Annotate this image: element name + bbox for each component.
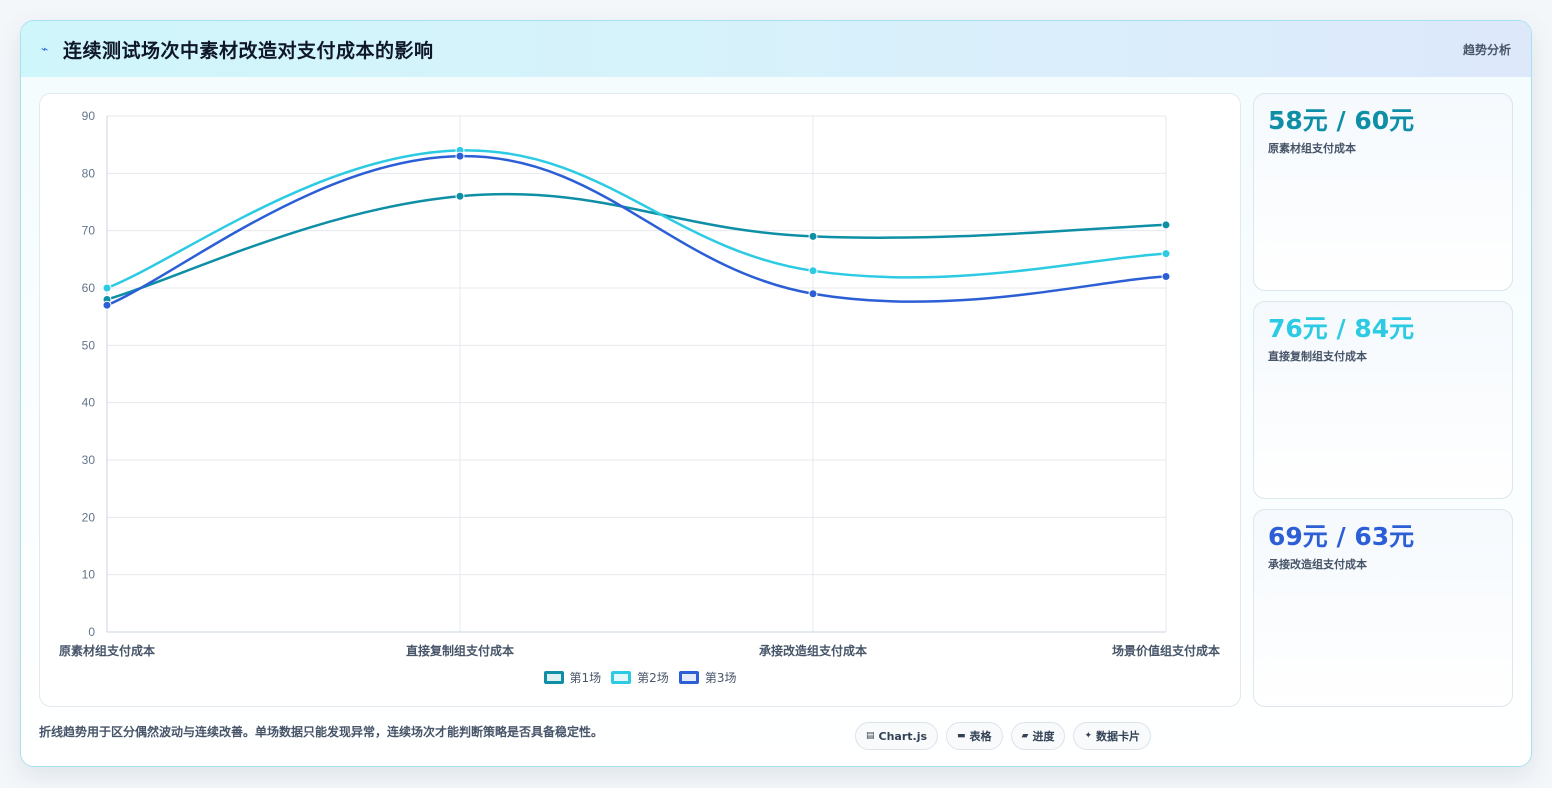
legend-item[interactable]: 第1场 — [543, 669, 602, 686]
chip-label: Chart.js — [878, 729, 928, 743]
stat-card-copy: 76元 / 84元 直接复制组支付成本 — [1253, 301, 1513, 499]
card-header: ⌁ 连续测试场次中素材改造对支付成本的影响 趋势分析 — [21, 21, 1531, 77]
chip-group: ▤ Chart.js ▬ 表格 ▰ 进度 ✦ 数据卡片 — [855, 722, 1152, 750]
chip-progress[interactable]: ▰ 进度 — [1010, 722, 1066, 750]
line-chart: 0 10 20 30 40 50 60 70 80 90 原素材组支付成本 直接复制组支付成本 承接改造… — [59, 109, 1220, 658]
x-tick-label: 场景价值组支付成本 — [1112, 643, 1220, 658]
legend-item[interactable]: 第2场 — [611, 669, 669, 686]
y-tick-label: 0 — [88, 625, 95, 639]
stat-value: 76元 / 84元 — [1268, 314, 1415, 343]
data-point — [808, 289, 818, 299]
chip-label: 表格 — [969, 730, 992, 743]
table-icon: ▬ — [957, 731, 966, 741]
data-point — [455, 151, 465, 161]
sparkle-icon: ✦ — [1084, 731, 1093, 741]
data-point — [1161, 220, 1171, 230]
series-line — [106, 192, 1167, 301]
y-tick-label: 70 — [82, 224, 96, 238]
x-tick-label: 直接复制组支付成本 — [406, 643, 514, 658]
stat-card-original: 58元 / 60元 原素材组支付成本 — [1253, 93, 1513, 291]
x-tick-label: 承接改造组支付成本 — [759, 643, 867, 658]
legend-label: 第2场 — [637, 671, 669, 685]
stat-label: 直接复制组支付成本 — [1268, 350, 1367, 363]
y-tick-label: 50 — [82, 338, 96, 352]
chip-table[interactable]: ▬ 表格 — [946, 722, 1003, 750]
header-tag: 趋势分析 — [1462, 42, 1511, 57]
legend-label: 第3场 — [704, 671, 737, 685]
legend-label: 第1场 — [569, 671, 602, 685]
data-point — [102, 300, 112, 310]
data-point — [102, 283, 112, 293]
legend-item[interactable]: 第3场 — [678, 669, 737, 686]
chart-legend: 第1场 第2场 第3场 — [40, 669, 1240, 686]
y-tick-label: 20 — [82, 510, 96, 524]
y-tick-label: 90 — [82, 109, 96, 123]
x-tick-label: 原素材组支付成本 — [59, 643, 155, 658]
chip-chartjs[interactable]: ▤ Chart.js — [855, 722, 939, 750]
legend-swatch — [543, 671, 564, 684]
dashboard-card: ⌁ 连续测试场次中素材改造对支付成本的影响 趋势分析 0 10 20 30 40 50 60… — [20, 20, 1532, 767]
page-title: 连续测试场次中素材改造对支付成本的影响 — [63, 39, 434, 62]
chart-icon: ▤ — [866, 731, 875, 741]
y-tick-label: 40 — [82, 396, 96, 410]
data-point — [808, 231, 818, 241]
y-tick-label: 10 — [82, 568, 96, 582]
legend-swatch — [678, 671, 699, 684]
stat-value: 58元 / 60元 — [1268, 106, 1415, 135]
stat-card-adapted: 69元 / 63元 承接改造组支付成本 — [1253, 509, 1513, 707]
y-tick-label: 60 — [82, 281, 96, 295]
series-line — [106, 154, 1167, 307]
chip-datacard[interactable]: ✦ 数据卡片 — [1073, 722, 1152, 750]
series-line — [106, 149, 1167, 290]
stat-value: 69元 / 63元 — [1268, 522, 1415, 551]
header-title-group: ⌁ 连续测试场次中素材改造对支付成本的影响 — [41, 36, 434, 63]
trend-icon: ⌁ — [41, 42, 49, 56]
data-point — [808, 266, 818, 276]
data-point — [455, 191, 465, 201]
y-tick-label: 30 — [82, 453, 96, 467]
legend-swatch — [611, 671, 632, 684]
stat-label: 原素材组支付成本 — [1268, 142, 1356, 155]
card-body: 0 10 20 30 40 50 60 70 80 90 原素材组支付成本 直接复制组支付成本 承接改造… — [21, 77, 1531, 766]
stat-cards: 58元 / 60元 原素材组支付成本 76元 / 84元 直接复制组支付成本 6… — [1253, 93, 1513, 717]
chip-label: 数据卡片 — [1096, 730, 1141, 743]
stat-label: 承接改造组支付成本 — [1268, 558, 1367, 571]
y-tick-label: 80 — [82, 166, 96, 180]
progress-icon: ▰ — [1021, 731, 1029, 741]
chart-panel: 0 10 20 30 40 50 60 70 80 90 原素材组支付成本 直接复制组支付成本 承接改造… — [39, 93, 1241, 707]
data-point — [1161, 272, 1171, 282]
footer-note: 折线趋势用于区分偶然波动与连续改善。单场数据只能发现异常，连续场次才能判断策略是… — [39, 725, 604, 739]
data-point — [1161, 249, 1171, 259]
chip-label: 进度 — [1032, 730, 1055, 743]
